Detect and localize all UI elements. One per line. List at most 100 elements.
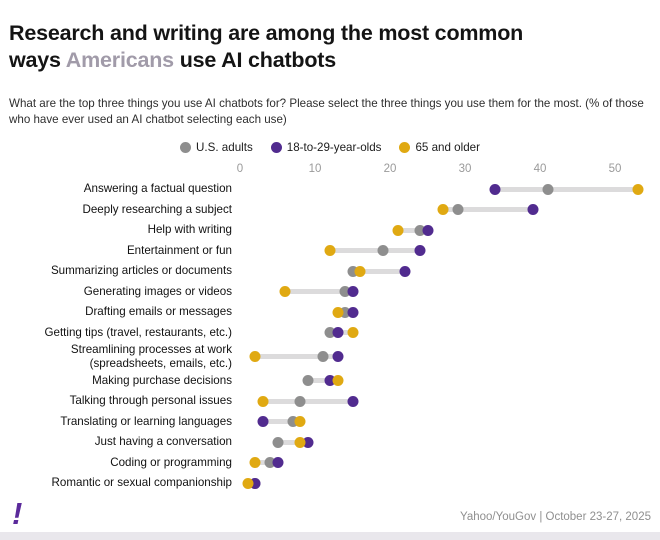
chart-row: Coding or programming	[0, 452, 652, 473]
x-tick-label: 10	[308, 162, 322, 175]
dot-65-older	[242, 477, 253, 489]
dot-us-adults	[264, 457, 276, 469]
legend-swatch-icon	[270, 141, 282, 153]
range-line	[262, 398, 353, 404]
dot-65-older	[294, 416, 306, 428]
dot-us-adults	[414, 224, 426, 236]
dot-18-29	[399, 265, 411, 277]
category-label: Translating or learning languages	[60, 414, 232, 428]
category-label: Making purchase decisions	[92, 373, 232, 387]
dot-18-29	[257, 416, 268, 428]
row-track	[240, 240, 652, 261]
x-axis: 0 10 20 30 40 50	[237, 162, 652, 177]
dot-18-29	[347, 286, 358, 298]
dot-us-adults	[302, 375, 313, 387]
category-label: Answering a factual question	[83, 182, 232, 196]
row-track	[240, 432, 652, 453]
chart-row: Translating or learning languages	[0, 411, 652, 432]
row-track	[240, 391, 652, 412]
category-label: Drafting emails or messages	[85, 305, 232, 319]
row-track	[240, 322, 652, 343]
legend-item: 18-to-29-year-olds	[270, 140, 382, 154]
chart: 0 10 20 30 40 50 Answering a factual question…	[0, 163, 660, 493]
row-track	[240, 370, 652, 391]
legend-label: U.S. adults	[196, 140, 253, 154]
range-line	[285, 289, 353, 295]
chart-row: Summarizing articles or documents	[0, 261, 652, 282]
chart-row: Getting tips (travel, restaurants, etc.)	[0, 322, 652, 343]
dot-us-adults	[452, 204, 463, 216]
dot-us-adults	[339, 306, 351, 318]
range-line	[442, 207, 533, 213]
row-track	[240, 179, 652, 200]
chart-row: Help with writing	[0, 220, 652, 241]
row-track	[240, 411, 652, 432]
category-label: Deeply researching a subject	[82, 202, 232, 216]
chart-row: Making purchase decisions	[0, 370, 652, 391]
chart-row: Just having a conversation	[0, 432, 652, 453]
dot-us-adults	[287, 416, 298, 428]
dot-18-29	[414, 245, 426, 257]
range-line	[352, 268, 405, 274]
dot-65-older	[354, 265, 366, 277]
legend-swatch-icon	[180, 141, 192, 153]
dot-65-older	[332, 306, 343, 318]
dot-18-29	[347, 306, 358, 318]
legend-item: U.S. adults	[180, 141, 253, 154]
x-tick-label: 40	[533, 162, 547, 175]
page-title: Research and writing are among the most …	[0, 14, 644, 74]
chart-row: Deeply researching a subject	[0, 199, 652, 220]
dot-18-29	[332, 351, 343, 363]
x-tick-label: 20	[383, 162, 397, 175]
row-track	[240, 281, 652, 302]
title-highlight: Americans	[65, 48, 174, 73]
dot-65-older	[332, 375, 343, 387]
dot-18-29	[527, 204, 538, 216]
category-label: Coding or programming	[110, 455, 232, 469]
range-line	[262, 419, 300, 425]
title-text-3: use AI chatbots	[173, 48, 336, 73]
dot-18-29	[302, 436, 313, 448]
category-label: Streamlining processes at work (spreadsh…	[70, 342, 232, 370]
dot-us-adults	[317, 351, 328, 363]
chart-row: Answering a factual question	[0, 179, 652, 200]
category-label: Generating images or videos	[83, 284, 232, 298]
title-text-1: Research and writing are among the most …	[9, 21, 524, 46]
range-line	[307, 378, 338, 384]
x-tick-label: 50	[608, 162, 622, 175]
dot-65-older	[249, 351, 261, 363]
dot-us-adults	[542, 183, 553, 195]
dot-us-adults	[294, 395, 306, 407]
range-line	[495, 186, 638, 192]
dot-18-29	[347, 395, 358, 407]
title-text-2: ways	[9, 48, 66, 73]
category-label: Entertainment or fun	[126, 243, 232, 257]
range-line	[255, 354, 338, 360]
row-track	[240, 302, 652, 323]
row-track	[240, 220, 652, 241]
range-line	[277, 439, 308, 445]
row-track	[240, 199, 652, 220]
dot-18-29	[249, 477, 261, 489]
category-label: Talking through personal issues	[69, 394, 232, 408]
row-track	[240, 452, 652, 473]
dot-65-older	[632, 183, 643, 195]
x-tick-label: 30	[458, 162, 472, 175]
dot-65-older	[347, 327, 358, 339]
dot-us-adults	[324, 327, 336, 339]
dot-65-older	[392, 224, 403, 236]
legend-label: 18-to-29-year-olds	[286, 140, 382, 154]
chart-row: Talking through personal issues	[0, 391, 652, 412]
dot-18-29	[324, 375, 336, 387]
row-track	[240, 261, 652, 282]
dot-65-older	[249, 457, 261, 469]
range-line	[397, 227, 428, 233]
source-credit: Yahoo/YouGov | October 23-27, 2025	[460, 511, 651, 524]
chart-row: Entertainment or fun	[0, 240, 652, 261]
chart-row: Streamlining processes at work (spreadsh…	[0, 343, 652, 370]
row-track	[240, 473, 652, 494]
dot-65-older	[324, 245, 336, 257]
legend: U.S. adults 18-to-29-year-olds 65 and ol…	[0, 141, 660, 154]
range-line	[330, 248, 420, 254]
dot-us-adults	[377, 245, 388, 257]
